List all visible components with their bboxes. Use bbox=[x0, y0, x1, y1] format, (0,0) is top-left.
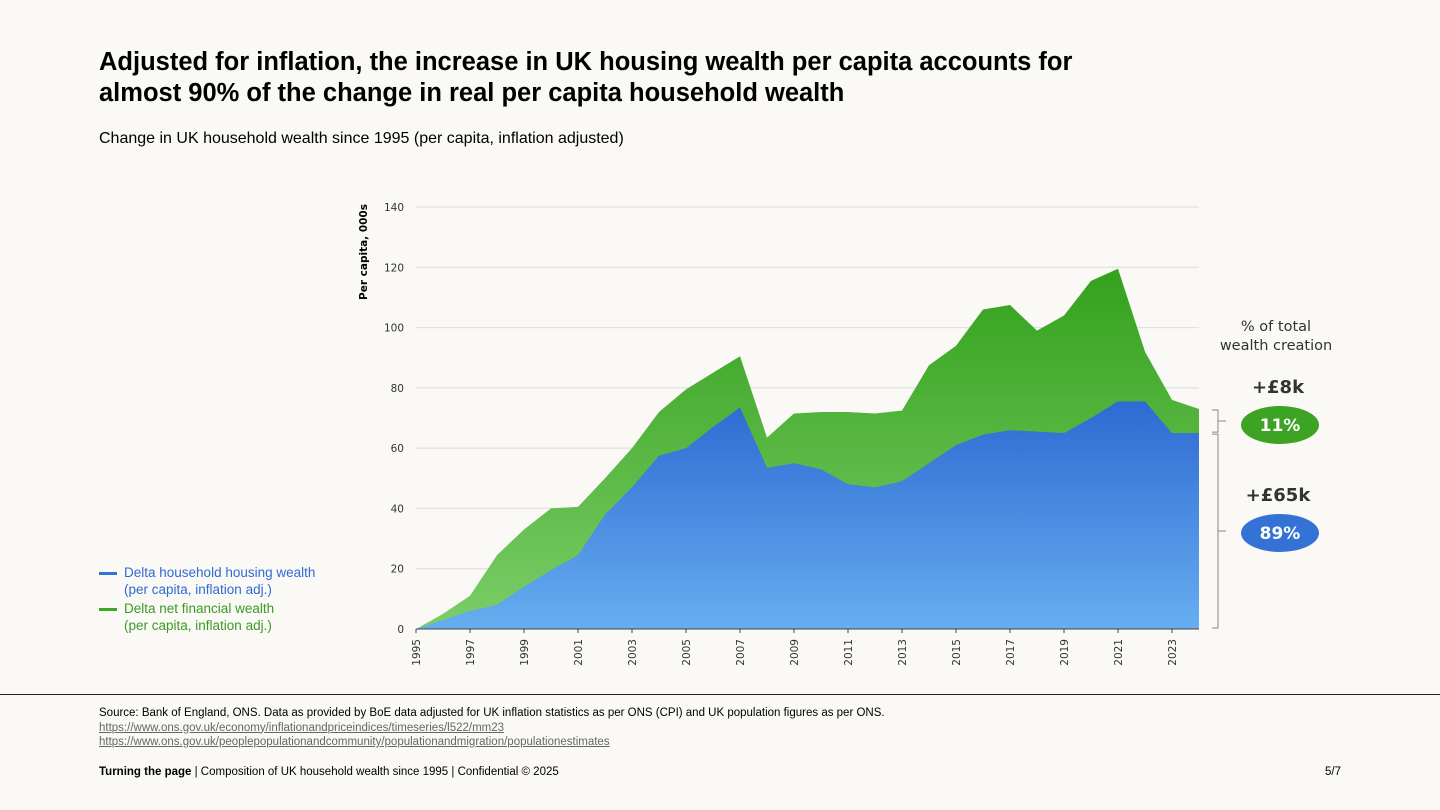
x-tick-label: 1995 bbox=[411, 639, 423, 666]
financial-amount: +£8k bbox=[1252, 377, 1305, 398]
page-number: 5/7 bbox=[1325, 766, 1341, 778]
chart-legend: Delta household housing wealth (per capi… bbox=[99, 565, 315, 637]
x-tick-label: 2009 bbox=[789, 639, 801, 666]
x-tick-label: 2001 bbox=[573, 639, 585, 666]
housing-amount: +£65k bbox=[1246, 485, 1312, 506]
x-tick-label: 2005 bbox=[681, 639, 693, 666]
y-tick-label: 140 bbox=[384, 202, 404, 214]
chart-subtitle: Change in UK household wealth since 1995… bbox=[99, 130, 624, 147]
legend-label-financial-sub: (per capita, inflation adj.) bbox=[124, 617, 272, 633]
x-tick-label: 2015 bbox=[951, 639, 963, 666]
footer-divider bbox=[0, 694, 1440, 695]
source-note: Source: Bank of England, ONS. Data as pr… bbox=[99, 706, 885, 750]
financial-share-value: 11% bbox=[1260, 416, 1301, 436]
side-panel-heading-line1: % of total bbox=[1241, 319, 1311, 335]
footer-brand: Turning the page bbox=[99, 766, 192, 778]
x-tick-label: 1997 bbox=[465, 639, 477, 666]
housing-share-value: 89% bbox=[1260, 524, 1301, 544]
y-tick-label: 100 bbox=[384, 323, 404, 335]
y-tick-label: 20 bbox=[391, 564, 404, 576]
area-chart: 0 20 40 60 80 100 120 140 1995 1997 1999 2001 2003 2… bbox=[358, 202, 1332, 666]
y-axis-label: Per capita, 000s bbox=[358, 204, 370, 300]
legend-item-financial: Delta net financial wealth (per capita, … bbox=[99, 601, 315, 634]
y-tick-label: 60 bbox=[391, 443, 404, 455]
legend-label-housing: Delta household housing wealth bbox=[124, 565, 316, 580]
source-text: Source: Bank of England, ONS. Data as pr… bbox=[99, 707, 885, 719]
x-tick-label: 2023 bbox=[1167, 639, 1179, 666]
footer-text: | Composition of UK household wealth sin… bbox=[191, 766, 559, 778]
x-tick-label: 2017 bbox=[1005, 639, 1017, 666]
share-brackets bbox=[1212, 409, 1226, 629]
page-title: Adjusted for inflation, the increase in … bbox=[99, 48, 1073, 107]
housing-share-pill bbox=[1241, 514, 1319, 552]
housing-bracket bbox=[1212, 433, 1219, 629]
footer-line: Turning the page | Composition of UK hou… bbox=[99, 766, 559, 778]
x-tick-label: 2007 bbox=[735, 639, 747, 666]
y-tick-label: 80 bbox=[391, 383, 404, 395]
legend-item-housing: Delta household housing wealth (per capi… bbox=[99, 565, 315, 598]
y-tick-label: 0 bbox=[397, 624, 404, 636]
side-panel-heading-line2: wealth creation bbox=[1220, 338, 1332, 354]
financial-share-pill bbox=[1241, 406, 1319, 444]
x-tick-label: 2019 bbox=[1059, 639, 1071, 666]
legend-swatch-housing bbox=[99, 572, 117, 575]
y-tick-label: 120 bbox=[384, 262, 404, 274]
x-tick-label: 2013 bbox=[897, 639, 909, 666]
x-tick-label: 2011 bbox=[843, 639, 855, 666]
legend-swatch-financial bbox=[99, 608, 117, 611]
source-link-population[interactable]: https://www.ons.gov.uk/peoplepopulationa… bbox=[99, 736, 610, 748]
x-tick-label: 2003 bbox=[627, 639, 639, 666]
legend-label-housing-sub: (per capita, inflation adj.) bbox=[124, 581, 272, 597]
x-tick-label: 2021 bbox=[1113, 639, 1125, 666]
source-link-cpi[interactable]: https://www.ons.gov.uk/economy/inflation… bbox=[99, 721, 505, 734]
x-tick-label: 1999 bbox=[519, 639, 531, 666]
y-tick-label: 40 bbox=[391, 503, 404, 515]
financial-bracket bbox=[1212, 409, 1219, 433]
legend-label-financial: Delta net financial wealth bbox=[124, 601, 275, 616]
housing-wealth-area bbox=[416, 401, 1199, 629]
